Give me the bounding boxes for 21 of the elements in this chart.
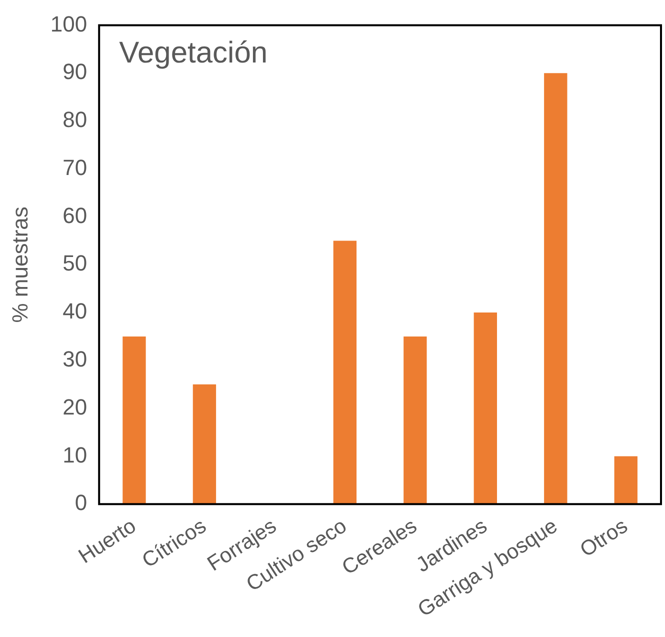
- y-tick-label: 50: [62, 250, 88, 276]
- y-tick-label: 20: [62, 394, 88, 420]
- y-tick-label: 30: [62, 346, 88, 372]
- bar: [614, 456, 638, 504]
- bar: [192, 384, 216, 504]
- y-tick-label: 80: [62, 107, 88, 132]
- bar: [404, 336, 427, 504]
- y-tick-label: 0: [74, 490, 88, 516]
- y-tick-label: 60: [62, 202, 88, 228]
- chart-title: Vegetación: [119, 36, 268, 70]
- x-tick-label: Otros: [576, 514, 632, 562]
- y-axis-title: % muestras: [7, 206, 32, 323]
- y-tick-label: 90: [62, 59, 88, 84]
- bar: [333, 240, 357, 504]
- bar: [474, 312, 497, 504]
- bar: [122, 336, 146, 504]
- y-tick-label: 70: [62, 154, 88, 180]
- y-tick-label: 40: [62, 298, 88, 324]
- bar: [544, 73, 568, 504]
- y-tick-label: 100: [50, 11, 88, 36]
- y-tick-label: 10: [62, 442, 88, 468]
